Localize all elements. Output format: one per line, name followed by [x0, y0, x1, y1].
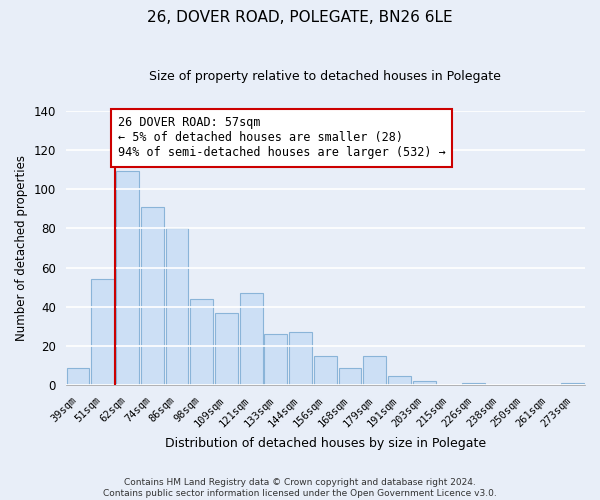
Bar: [240, 293, 263, 386]
Bar: [289, 332, 312, 386]
Bar: [265, 334, 287, 386]
Bar: [413, 382, 436, 386]
Bar: [314, 356, 337, 386]
Text: Contains HM Land Registry data © Crown copyright and database right 2024.
Contai: Contains HM Land Registry data © Crown c…: [103, 478, 497, 498]
Bar: [91, 280, 114, 386]
Y-axis label: Number of detached properties: Number of detached properties: [15, 155, 28, 341]
Text: 26, DOVER ROAD, POLEGATE, BN26 6LE: 26, DOVER ROAD, POLEGATE, BN26 6LE: [147, 10, 453, 25]
Bar: [141, 206, 164, 386]
Title: Size of property relative to detached houses in Polegate: Size of property relative to detached ho…: [149, 70, 501, 83]
Bar: [215, 312, 238, 386]
Bar: [338, 368, 361, 386]
Bar: [116, 172, 139, 386]
Bar: [388, 376, 411, 386]
Bar: [364, 356, 386, 386]
Text: 26 DOVER ROAD: 57sqm
← 5% of detached houses are smaller (28)
94% of semi-detach: 26 DOVER ROAD: 57sqm ← 5% of detached ho…: [118, 116, 445, 160]
Bar: [67, 368, 89, 386]
Bar: [561, 384, 584, 386]
Bar: [166, 228, 188, 386]
Bar: [190, 299, 213, 386]
Bar: [463, 384, 485, 386]
X-axis label: Distribution of detached houses by size in Polegate: Distribution of detached houses by size …: [165, 437, 486, 450]
